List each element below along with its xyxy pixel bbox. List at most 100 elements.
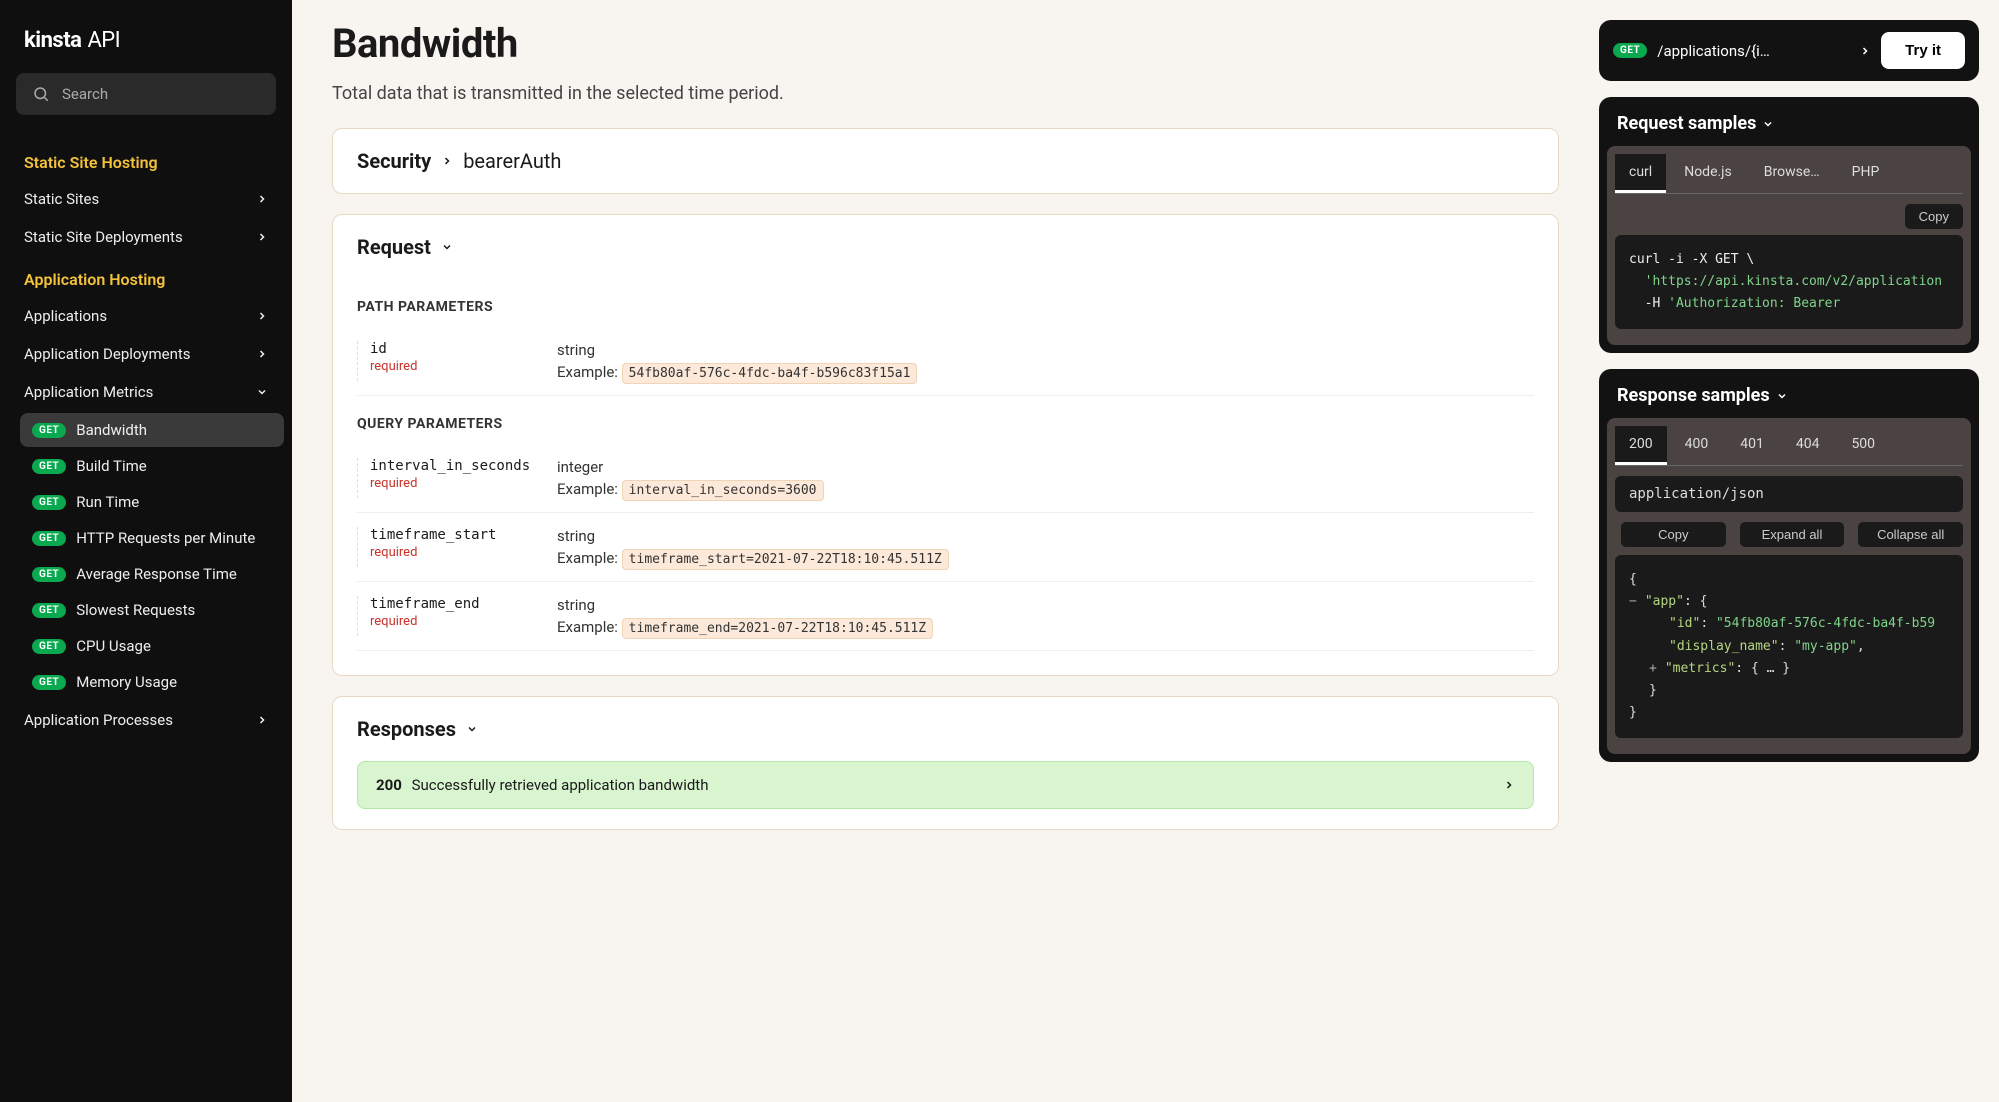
param-type: string [557,596,1534,614]
nav-static-deployments[interactable]: Static Site Deployments [0,218,292,256]
chevron-down-icon [256,386,268,398]
page-description: Total data that is transmitted in the se… [332,83,1559,104]
security-card: Security bearerAuth [332,128,1559,194]
param-required: required [370,614,537,629]
nav-metric-item[interactable]: GET Slowest Requests [20,593,284,627]
nav-metric-label: HTTP Requests per Minute [76,529,255,547]
method-badge: GET [32,675,66,690]
nav-metric-item[interactable]: GETRun Time [20,485,284,519]
nav-section-static: Static Site Hosting [0,139,292,180]
request-header[interactable]: Request [333,215,1558,279]
nav-metric-label: Average Response Time [76,565,237,583]
param-row: timeframe_start required string Example:… [357,513,1534,582]
nav-section-app: Application Hosting [0,256,292,297]
search-icon [32,85,50,103]
method-badge: GET [32,531,66,546]
responses-card: Responses 200 Successfully retrieved app… [332,696,1559,830]
chevron-right-icon [256,193,268,205]
nav-metric-item[interactable]: GETBuild Time [20,449,284,483]
response-action-button[interactable]: Collapse all [1858,522,1963,547]
endpoint-path: /applications/{i… [1657,42,1849,60]
response-tab[interactable]: 401 [1726,426,1778,465]
response-code: 200 [376,776,402,794]
nav-metric-item[interactable]: GET CPU Usage [20,629,284,663]
param-name: interval_in_seconds [370,458,537,474]
nav-metric-label: Slowest Requests [76,601,195,619]
request-tab[interactable]: Browse… [1750,154,1834,193]
nav-metric-item[interactable]: GET HTTP Requests per Minute [20,521,284,555]
param-row: id required string Example: 54fb80af-576… [357,327,1534,396]
request-card: Request PATH PARAMETERS id required stri… [332,214,1559,676]
sidebar: kinstaAPI Search Static Site Hosting Sta… [0,0,292,1102]
param-type: string [557,341,1534,359]
param-name: id [370,341,537,357]
param-name: timeframe_end [370,596,537,612]
response-tab[interactable]: 200 [1615,426,1667,465]
nav-app-deployments[interactable]: Application Deployments [0,335,292,373]
try-it-button[interactable]: Try it [1881,32,1965,69]
search-placeholder: Search [62,85,108,103]
try-bar: GET /applications/{i… Try it [1599,20,1979,81]
response-200[interactable]: 200 Successfully retrieved application b… [357,761,1534,809]
nav-metric-item[interactable]: GETMemory Usage [20,665,284,699]
response-tab[interactable]: 404 [1782,426,1834,465]
chevron-right-icon [256,310,268,322]
request-tab[interactable]: curl [1615,154,1666,193]
response-json: { −"app": { "id": "54fb80af-576c-4fdc-ba… [1615,555,1963,738]
example-label: Example: [557,549,622,567]
request-tab[interactable]: PHP [1838,154,1894,193]
example-value: timeframe_end=2021-07-22T18:10:45.511Z [622,618,933,639]
logo-suffix: API [87,28,120,53]
main-content: Bandwidth Total data that is transmitted… [292,0,1599,1102]
method-badge: GET [32,423,66,438]
param-name: timeframe_start [370,527,537,543]
example-value: 54fb80af-576c-4fdc-ba4f-b596c83f15a1 [622,363,918,384]
method-badge: GET [32,459,66,474]
method-badge: GET [32,639,66,654]
nav-static-sites[interactable]: Static Sites [0,180,292,218]
example-label: Example: [557,618,622,636]
response-samples-title[interactable]: Response samples [1599,369,1979,418]
method-badge: GET [1613,43,1647,58]
request-tabs: curlNode.jsBrowse…PHP [1615,154,1963,194]
response-action-button[interactable]: Copy [1621,522,1726,547]
response-tab[interactable]: 500 [1837,426,1889,465]
example-label: Example: [557,363,622,381]
method-badge: GET [32,603,66,618]
page-title: Bandwidth [332,20,1559,67]
chevron-right-icon [1503,779,1515,791]
security-auth: bearerAuth [463,149,561,173]
nav-metric-item[interactable]: GETBandwidth [20,413,284,447]
copy-button[interactable]: Copy [1905,204,1963,229]
chevron-right-icon [256,231,268,243]
chevron-down-icon [1762,118,1774,130]
request-samples-panel: Request samples curlNode.jsBrowse…PHP Co… [1599,97,1979,353]
param-row: interval_in_seconds required integer Exa… [357,444,1534,513]
search-input[interactable]: Search [16,73,276,115]
example-label: Example: [557,480,622,498]
nav-app-processes[interactable]: Application Processes [0,701,292,739]
responses-header[interactable]: Responses [333,697,1558,761]
nav-applications[interactable]: Applications [0,297,292,335]
chevron-down-icon [441,241,453,253]
samples-panel: GET /applications/{i… Try it Request sam… [1599,0,1999,1102]
logo-name: kinsta [24,28,81,53]
response-action-button[interactable]: Expand all [1740,522,1845,547]
example-value: interval_in_seconds=3600 [622,480,824,501]
chevron-right-icon [441,155,453,167]
path-params-label: PATH PARAMETERS [357,299,1534,315]
nav-app-metrics[interactable]: Application Metrics [0,373,292,411]
nav-metric-item[interactable]: GET Average Response Time [20,557,284,591]
request-tab[interactable]: Node.js [1670,154,1746,193]
nav-metric-label: CPU Usage [76,637,151,655]
param-type: string [557,527,1534,545]
chevron-right-icon [256,348,268,360]
method-badge: GET [32,567,66,582]
example-value: timeframe_start=2021-07-22T18:10:45.511Z [622,549,949,570]
chevron-right-icon [1859,45,1871,57]
request-samples-title[interactable]: Request samples [1599,97,1979,146]
response-tab[interactable]: 400 [1671,426,1723,465]
request-code: curl -i -X GET \ 'https://api.kinsta.com… [1615,235,1963,329]
param-required: required [370,545,537,560]
logo: kinstaAPI [0,0,292,73]
